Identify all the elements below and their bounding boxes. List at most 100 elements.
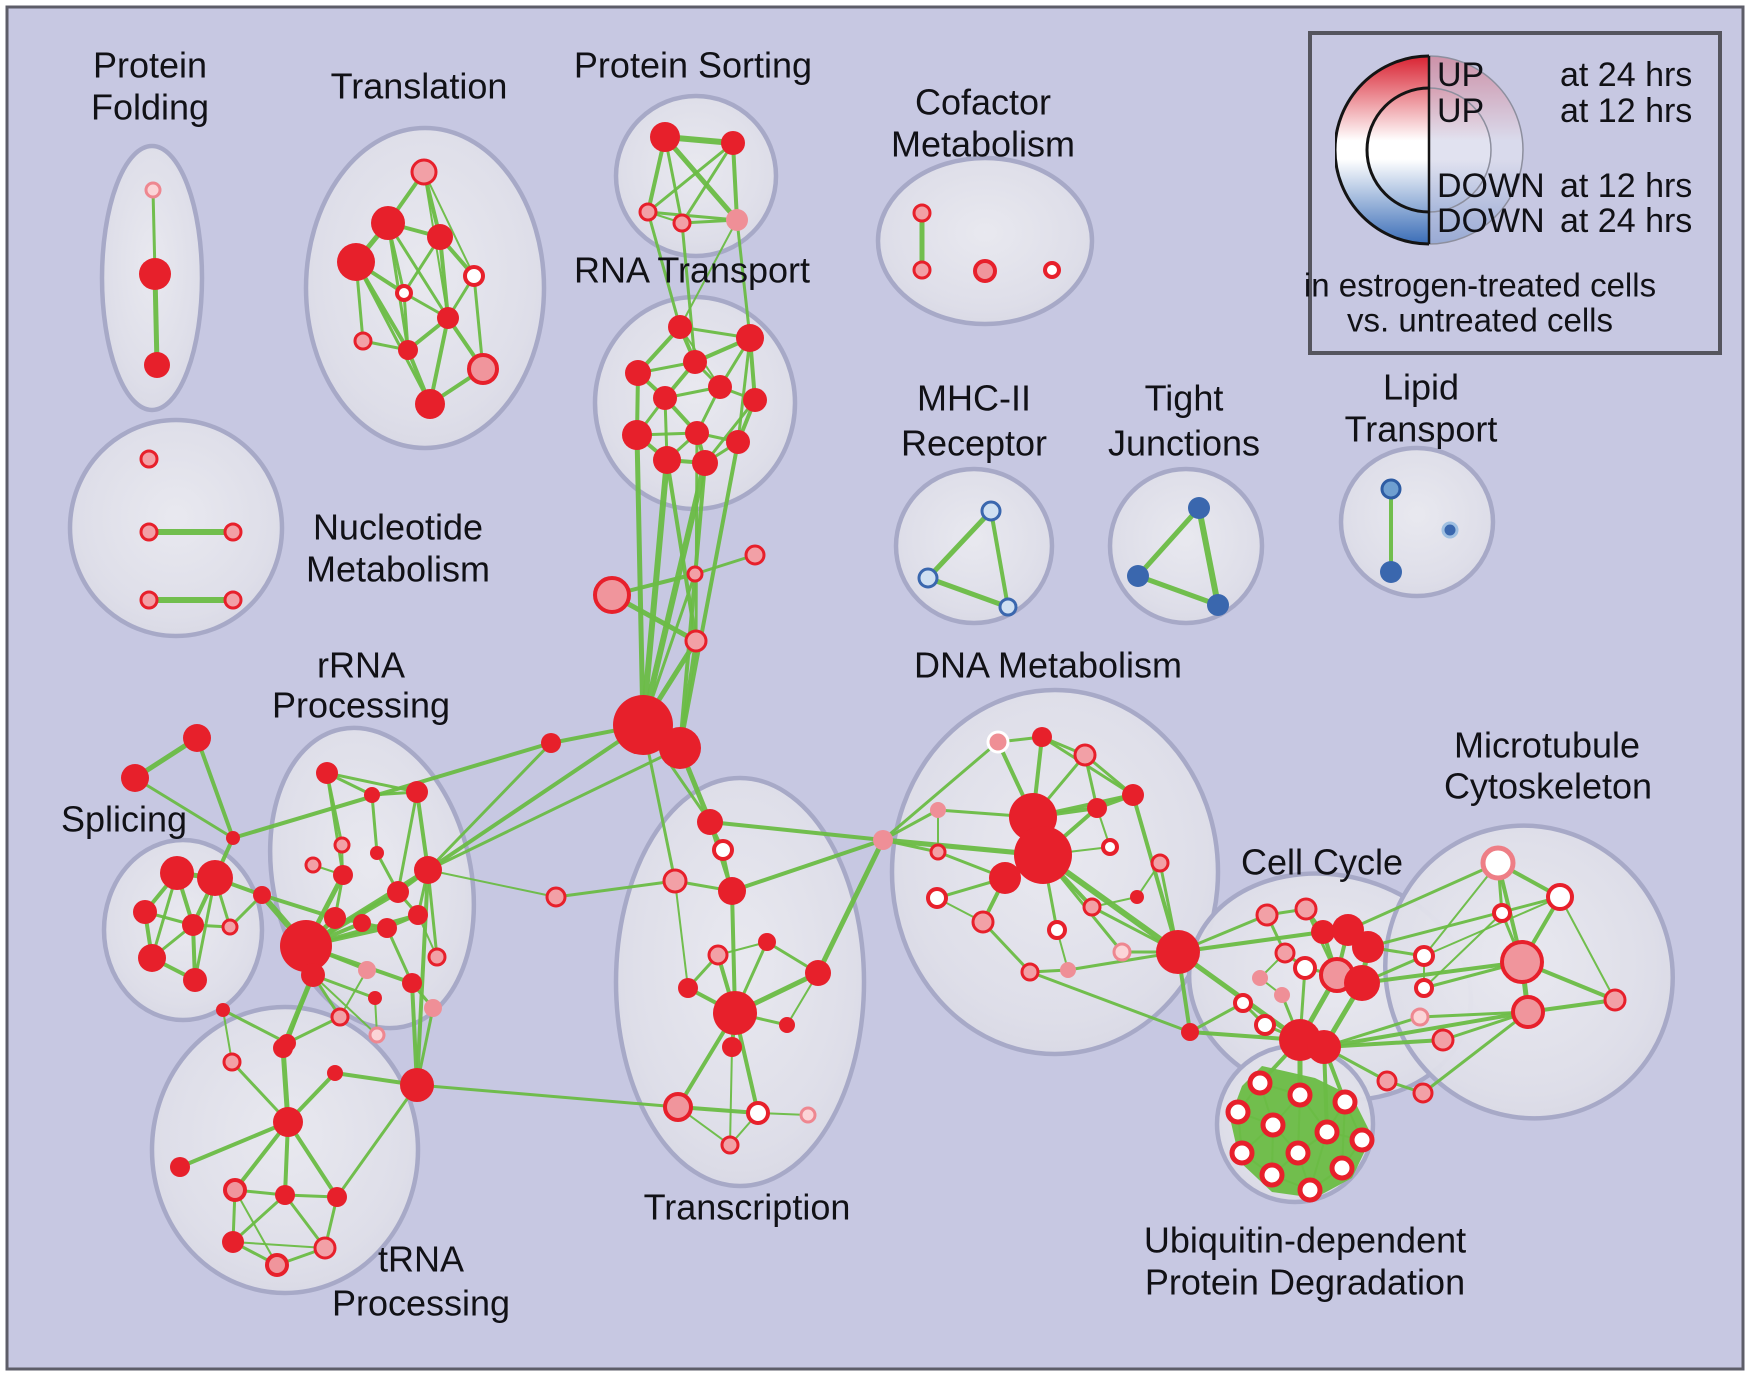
legend-circle-left-half xyxy=(1335,54,1429,246)
network-node-tn5 xyxy=(222,1231,244,1253)
network-node-rrhub xyxy=(280,920,332,972)
network-node-tc13 xyxy=(663,1092,693,1122)
network-edge-tc12-tc16 xyxy=(729,1046,733,1146)
network-node-rr12 xyxy=(377,918,397,938)
cluster-ellipse-mhc-ii-receptor xyxy=(893,466,1055,626)
network-node-mt3 xyxy=(1492,903,1512,923)
network-edge-tc3-tc5 xyxy=(554,879,677,899)
network-edge-tn3-tn5 xyxy=(231,1193,287,1244)
network-edge-rt12-hub1 xyxy=(640,460,708,728)
network-node-c1 xyxy=(273,1038,293,1058)
network-node-sp8 xyxy=(253,886,271,904)
network-node-cch2 xyxy=(1307,1030,1341,1064)
network-edge-rt10-hub1b xyxy=(678,440,740,750)
network-edge-ps3-ps5 xyxy=(646,210,739,222)
network-node-rt4 xyxy=(625,360,651,386)
legend-direction-label-2: UP xyxy=(1437,92,1484,130)
cluster-label-rna-transport: RNA Transport xyxy=(574,250,810,291)
network-edge-ps2-ps4 xyxy=(680,141,735,225)
network-node-rr3 xyxy=(406,781,428,803)
network-edge-st2-st3 xyxy=(133,776,235,840)
cluster-label-lipid-transport-line1: Lipid xyxy=(1383,367,1459,408)
network-node-rr11 xyxy=(353,914,371,932)
cluster-label-trna-processing-line1: tRNA xyxy=(378,1239,464,1280)
network-node-tn4 xyxy=(327,1187,347,1207)
network-edge-t3-t11 xyxy=(354,260,432,406)
network-node-pf1 xyxy=(144,181,162,199)
network-edge-tc10-dmconn xyxy=(815,837,886,976)
network-node-lt3 xyxy=(1380,561,1402,583)
network-node-ps3 xyxy=(638,202,658,222)
network-edge-tc5-rr13 xyxy=(427,869,557,898)
network-node-nm4 xyxy=(139,590,159,610)
network-edge-ps2-ps3 xyxy=(646,141,735,214)
network-node-mt8 xyxy=(1511,995,1545,1029)
network-edge-tctop-st3 xyxy=(231,741,553,840)
legend-direction-label-4: DOWN xyxy=(1437,202,1545,240)
network-edge-rr13-tctop xyxy=(426,741,553,872)
network-edge-mt1-wr1 xyxy=(1423,862,1499,957)
network-node-cf1 xyxy=(912,203,932,223)
network-node-tctop xyxy=(541,733,561,753)
network-node-lt1 xyxy=(1380,478,1402,500)
network-edge-dmconn-dm4 xyxy=(881,808,940,842)
network-node-dm4 xyxy=(930,802,946,818)
network-node-cc2 xyxy=(1294,897,1318,921)
network-node-hub1 xyxy=(613,695,673,755)
network-edge-cc5-mt2 xyxy=(1366,895,1562,949)
cluster-label-mhc-ii-receptor-line1: MHC-II xyxy=(917,378,1031,419)
cluster-label-microtubule-cytoskeleton-line1: Microtubule xyxy=(1454,725,1640,766)
network-node-ps5 xyxy=(726,209,748,231)
network-node-cc6 xyxy=(1274,942,1296,964)
network-node-tc2 xyxy=(712,839,734,861)
network-node-rt6 xyxy=(653,386,677,410)
network-node-cf3 xyxy=(973,259,997,283)
legend-direction-label-3: DOWN xyxy=(1437,167,1545,205)
network-edge-dmconn-dm1 xyxy=(881,740,1000,842)
network-node-tc15 xyxy=(799,1106,817,1124)
network-node-t5 xyxy=(463,265,485,287)
network-node-rr15 xyxy=(402,973,422,993)
network-node-st2 xyxy=(121,764,149,792)
network-node-nm3 xyxy=(223,522,243,542)
network-edge-rr2-rr7 xyxy=(370,793,379,855)
cluster-label-rrna-processing-line1: rRNA xyxy=(317,645,405,686)
network-node-rr2 xyxy=(364,787,380,803)
network-edge-cch2-dr1 xyxy=(1322,1038,1445,1049)
network-node-rt2 xyxy=(736,324,764,352)
network-node-rr4 xyxy=(333,836,351,854)
network-node-rt10 xyxy=(726,430,750,454)
network-node-t6 xyxy=(395,284,413,302)
network-edge-dm15-cclink xyxy=(1028,970,1192,1034)
cluster-label-ubiquitin-degradation-line1: Ubiquitin-dependent xyxy=(1144,1220,1466,1261)
network-edge-tnhub-tn1 xyxy=(178,1120,290,1169)
network-edge-rr13-bt xyxy=(415,868,430,1087)
legend-direction-label-1: UP xyxy=(1437,56,1484,94)
network-node-ub11 xyxy=(1259,1162,1285,1188)
network-node-dm9 xyxy=(926,887,948,909)
network-edge-mt2-wr1 xyxy=(1423,896,1561,957)
network-node-cc3 xyxy=(1311,920,1335,944)
network-edge-ps5-rt1 xyxy=(679,219,738,328)
network-node-dmh2 xyxy=(1014,826,1072,884)
network-node-tc7 xyxy=(707,944,729,966)
network-edge-t4-t7 xyxy=(438,235,450,320)
network-edge-t1-t5 xyxy=(423,171,475,277)
network-node-rr13 xyxy=(414,856,442,884)
network-node-wr1 xyxy=(1413,945,1435,967)
network-node-cf4 xyxy=(1043,261,1061,279)
legend-circle-right-half xyxy=(1429,55,1524,245)
network-node-rr17 xyxy=(368,991,382,1005)
cluster-label-cofactor-metabolism-line2: Metabolism xyxy=(891,124,1075,165)
network-node-tc8 xyxy=(678,978,698,998)
network-node-dmconn xyxy=(873,830,893,850)
network-edge-tc4-dmconn xyxy=(730,838,885,893)
network-node-ub7 xyxy=(1349,1127,1375,1153)
network-node-rt11 xyxy=(653,446,681,474)
cluster-ellipse-tight-junctions xyxy=(1107,466,1265,626)
network-edge-rr21-rr22 xyxy=(221,1008,289,1045)
network-node-ps4 xyxy=(672,213,692,233)
network-node-rr18 xyxy=(424,999,442,1017)
